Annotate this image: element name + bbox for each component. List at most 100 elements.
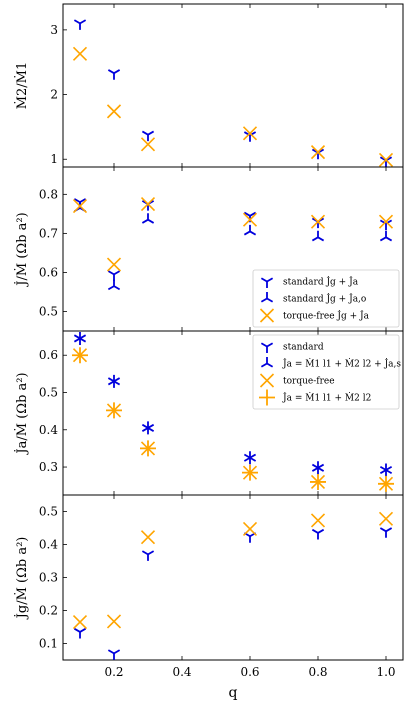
x-tick-label: 0.2 [104,665,123,679]
y-tick-label: 0.4 [39,423,58,437]
point-s3-4 [242,212,258,227]
y-axis-label: J̇g/Ṁ (Ωb a²) [13,537,30,621]
y-tick-label: 3 [50,23,58,37]
y-tick-label: 0.8 [39,187,58,201]
legend-marker [260,277,274,288]
point-s2-1 [72,46,88,61]
point-s3-5 [310,214,326,229]
point-s2-1 [72,614,88,630]
y-axis-label: J̇a/Ṁ (Ωb a²) [13,372,30,455]
y-tick-label: 1 [50,152,58,166]
legend-marker [259,308,275,323]
panel-3: 0.3 0.4 0.5 0.6 J̇a/Ṁ (Ωb a²) standard J̇a = Ṁ… [13,330,404,496]
point-s3-2 [106,257,122,272]
panel-1: 1 2 3 Ṁ2/Ṁ1 [13,3,404,168]
y-axis-label: Ṁ2/Ṁ1 [13,62,30,110]
point-s1-1 [73,627,87,639]
legend-frame [252,334,400,410]
legend-entry: torque-free [283,377,335,387]
point-s2-3 [141,421,155,432]
point-s4-1 [72,347,88,364]
point-s2-4 [242,521,258,537]
point-s2-6 [379,230,393,242]
panel-2: 0.5 0.6 0.7 0.8 J̇/Ṁ (Ωb a²) standard J̇g + J… [13,166,404,332]
point-s1-6 [379,156,393,168]
x-tick-label: 0.8 [308,665,327,679]
y-tick-label: 0.6 [39,265,58,279]
panel-frame [62,494,404,661]
point-s2-5 [310,145,326,160]
point-s2-2 [107,374,121,386]
point-s4-2 [106,402,122,419]
point-s1-3 [141,130,155,142]
point-s4-4 [242,464,258,481]
y-tick-label: 0.6 [39,348,58,362]
y-tick-label: 2 [50,88,58,102]
x-axis-label: q [229,685,238,701]
legend-entry: standard J̇g + J̇a [283,276,359,288]
panel-frame [62,3,404,168]
point-s2-6 [378,152,394,167]
legend-marker [260,357,274,368]
point-s1-5 [311,528,325,540]
legend-entry: standard J̇g + J̇a,o [283,293,366,305]
point-s1-3 [141,423,155,435]
point-s1-4 [243,532,257,543]
x-tick-label: 1.0 [376,665,395,679]
point-s4-3 [140,440,156,457]
legend-entry: J̇a = Ṁ1 l1 + Ṁ2 l2 + J̇a,s [282,358,401,370]
point-s1-1 [73,19,87,30]
legend-marker [260,292,274,303]
point-s1-3 [141,550,155,561]
y-tick-label: 0.1 [39,637,58,651]
legend-entry: J̇a = Ṁ1 l1 + Ṁ2 l2 [282,392,371,404]
point-s2-4 [243,224,257,236]
point-s1-6 [379,465,393,477]
point-s2-5 [311,461,325,472]
point-s2-5 [311,230,325,242]
legend-entry: torque-free J̇g + J̇a [283,310,370,322]
legend-marker [259,373,275,388]
point-s2-5 [310,513,326,528]
point-s1-6 [379,527,393,538]
legend: standard J̇g + J̇a standard J̇g + J̇a,o to… [252,269,400,328]
point-s2-4 [243,451,257,462]
y-tick-label: 0.5 [39,505,58,519]
point-s2-2 [106,614,122,629]
point-s2-1 [73,331,87,343]
point-s2-6 [379,463,393,475]
y-tick-label: 0.7 [39,226,58,240]
point-s2-2 [107,279,121,291]
legend-marker [259,389,275,406]
y-tick-label: 0.3 [39,460,58,474]
point-s3-1 [72,198,88,214]
panel-4: 0.1 0.2 0.3 0.4 0.5 0.2 0.4 0.6 0.8 1.0 J̇g/Ṁ (Ωb … [13,494,404,679]
point-s2-2 [106,104,122,119]
y-tick-label: 0.4 [39,538,58,552]
point-s3-6 [378,214,394,229]
y-tick-label: 0.3 [39,571,58,585]
legend-marker [260,342,274,353]
legend-frame [252,269,400,328]
point-s1-2 [107,377,121,388]
point-s2-3 [141,213,155,224]
legend-entry: standard [283,343,324,353]
x-tick-label: 0.4 [172,665,191,679]
y-axis-label: J̇/Ṁ (Ωb a²) [13,212,30,287]
y-tick-label: 0.5 [39,386,58,400]
point-s1-5 [311,463,325,475]
point-s1-5 [311,148,325,160]
y-tick-label: 0.5 [39,304,58,318]
point-s1-2 [107,649,121,660]
point-s1-2 [107,270,121,281]
point-s3-3 [140,197,156,212]
point-s1-4 [243,453,257,465]
point-s1-4 [243,211,257,223]
y-tick-label: 0.2 [39,604,58,618]
point-s2-3 [140,530,156,545]
legend: standard J̇a = Ṁ1 l1 + Ṁ2 l2 + J̇a,s torqu… [252,334,401,410]
point-s2-6 [378,511,394,526]
point-s4-5 [310,473,326,490]
point-s1-1 [73,334,87,345]
